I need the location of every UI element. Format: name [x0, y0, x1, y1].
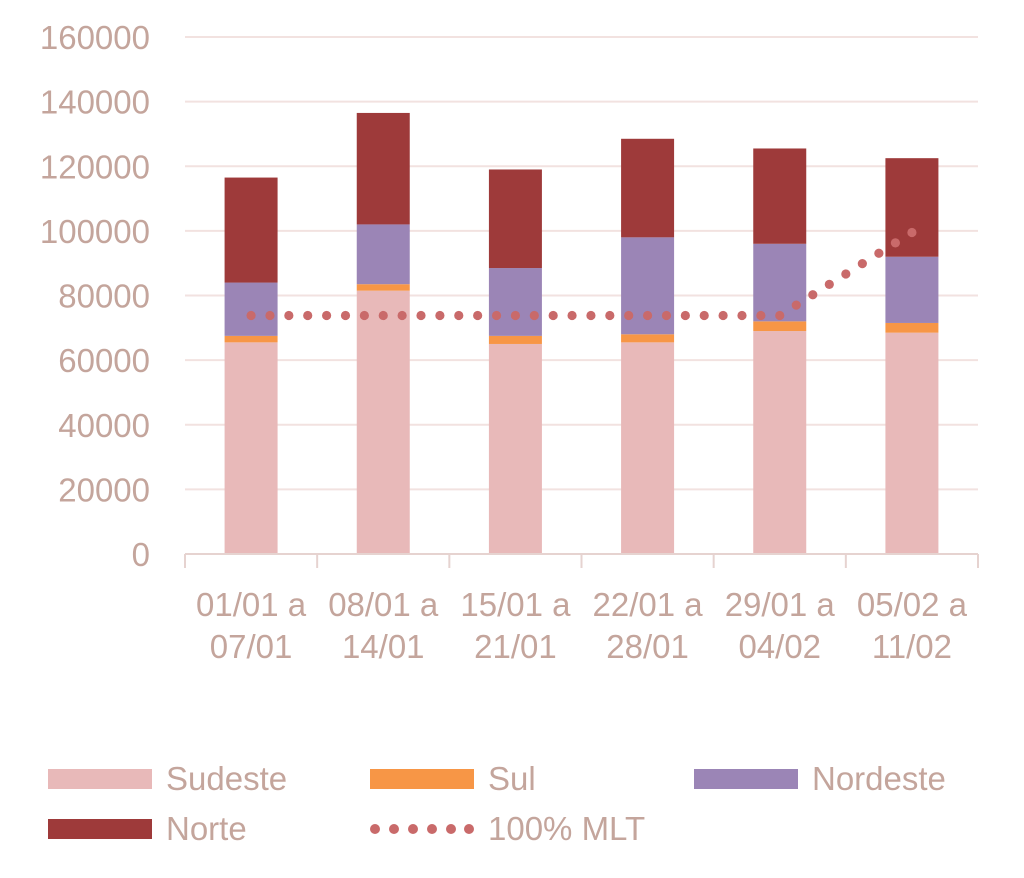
- legend-label-sudeste: Sudeste: [166, 760, 288, 797]
- mlt-line-dot: [605, 310, 615, 321]
- legend-item-sudeste: Sudeste: [48, 760, 287, 798]
- mlt-line-dot: [808, 290, 818, 300]
- bar-sul-2: [488, 335, 542, 344]
- bar-norte-2: [488, 169, 542, 269]
- bar-sudeste-4: [753, 331, 807, 554]
- legend-label-nordeste: Nordeste: [812, 760, 946, 797]
- y-tick-label: 160000: [40, 19, 150, 56]
- mlt-line-dot: [284, 310, 294, 321]
- mlt-line-dot: [265, 310, 275, 321]
- mlt-line-dot: [548, 310, 558, 321]
- legend-item-nordeste: Nordeste: [694, 760, 946, 798]
- mlt-line-dot: [680, 310, 690, 321]
- gridlines: [185, 36, 978, 491]
- y-tick-label: 20000: [58, 471, 150, 508]
- legend-swatch-norte: [48, 819, 152, 839]
- bar-norte-3: [621, 138, 675, 238]
- legend-label-norte: Norte: [166, 810, 247, 847]
- mlt-line-dot: [529, 310, 539, 321]
- y-tick-label: 140000: [40, 84, 150, 121]
- bar-sudeste-3: [621, 342, 675, 554]
- bar-nordeste-0: [224, 282, 278, 336]
- mlt-line-dot: [699, 310, 709, 321]
- bar-sudeste-0: [224, 342, 278, 554]
- mlt-line-dot: [737, 310, 747, 321]
- mlt-line-dot: [756, 310, 766, 321]
- y-tick-label: 60000: [58, 342, 150, 379]
- legend-label-sul: Sul: [488, 760, 536, 797]
- x-tick-label: 15/01 a 21/01: [460, 586, 571, 665]
- mlt-line-dot: [322, 310, 332, 321]
- x-tick-label: 22/01 a 28/01: [593, 586, 704, 665]
- legend-item-sul: Sul: [370, 760, 536, 798]
- bar-norte-0: [224, 177, 278, 283]
- legend: Sudeste Sul Nordeste Norte 100% MLT: [0, 750, 1024, 860]
- mlt-line-dot: [661, 310, 672, 321]
- bar-sul-5: [885, 322, 939, 333]
- mlt-line-dot: [246, 310, 256, 321]
- y-axis-ticks: 0 20000 40000 60000 80000 100000 120000 140000 1…: [40, 19, 150, 573]
- legend-item-norte: Norte: [48, 810, 247, 848]
- legend-swatch-sul: [370, 769, 474, 789]
- bars: [224, 112, 939, 554]
- mlt-line-dot: [435, 310, 445, 321]
- mlt-line-dot: [824, 279, 834, 289]
- x-axis: 01/01 a 07/01 08/01 a 14/01 15/01 a 21/01 22/0…: [184, 553, 979, 665]
- bar-nordeste-2: [488, 268, 542, 336]
- bar-sul-0: [224, 335, 278, 343]
- legend-label-mlt: 100% MLT: [488, 810, 646, 847]
- bar-sudeste-5: [885, 332, 939, 554]
- mlt-line-dot: [642, 310, 653, 321]
- bar-norte-1: [356, 112, 410, 225]
- bar-sudeste-1: [356, 290, 410, 554]
- x-tick-label: 08/01 a 14/01: [328, 586, 439, 665]
- x-tick-label: 05/02 a 11/02: [857, 586, 968, 665]
- mlt-line-dot: [841, 269, 851, 279]
- x-tick-label: 29/01 a 04/02: [725, 586, 836, 665]
- mlt-line-dot: [473, 310, 483, 321]
- mlt-line-dot: [874, 248, 884, 258]
- mlt-line-dot: [416, 310, 426, 321]
- bar-sudeste-2: [488, 343, 542, 554]
- mlt-line-dot: [378, 310, 388, 321]
- y-tick-label: 120000: [40, 148, 150, 185]
- stacked-bar-chart: 0 20000 40000 60000 80000 100000 120000 140000 1…: [40, 19, 979, 665]
- mlt-line-dot: [454, 310, 464, 321]
- x-tick-label: 01/01 a 07/01: [196, 586, 307, 665]
- bar-sul-3: [621, 334, 675, 343]
- bar-norte-4: [753, 148, 807, 244]
- mlt-line-dot: [510, 310, 521, 321]
- mlt-line-dot: [857, 259, 867, 269]
- bar-nordeste-4: [753, 243, 807, 322]
- mlt-line: [246, 227, 917, 321]
- mlt-line-dot: [624, 310, 634, 321]
- legend-swatch-mlt: [370, 819, 474, 839]
- bar-sul-1: [356, 284, 410, 291]
- mlt-line-dot: [890, 238, 900, 248]
- mlt-line-dot: [718, 310, 728, 321]
- mlt-line-dot: [491, 310, 502, 321]
- mlt-line-dot: [303, 310, 313, 321]
- mlt-line-dot: [586, 310, 596, 321]
- mlt-line-dot: [340, 310, 351, 321]
- mlt-line-dot: [397, 310, 407, 321]
- mlt-line-dot: [775, 310, 785, 321]
- y-tick-label: 100000: [40, 213, 150, 250]
- legend-swatch-nordeste: [694, 769, 798, 789]
- legend-swatch-sudeste: [48, 769, 152, 789]
- legend-item-mlt: 100% MLT: [370, 810, 645, 848]
- mlt-line-dot: [359, 310, 369, 321]
- y-tick-label: 0: [132, 536, 150, 573]
- bar-nordeste-5: [885, 256, 939, 323]
- mlt-line-dot: [567, 310, 577, 321]
- y-tick-label: 40000: [58, 407, 150, 444]
- bar-nordeste-1: [356, 224, 410, 285]
- y-tick-label: 80000: [58, 278, 150, 315]
- bar-sul-4: [753, 321, 807, 332]
- mlt-line-dot: [791, 300, 801, 310]
- mlt-line-dot: [907, 227, 917, 238]
